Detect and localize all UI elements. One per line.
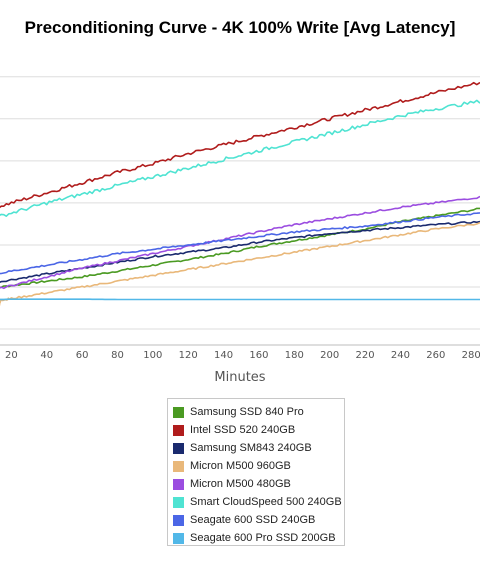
legend-swatch [173, 532, 184, 544]
legend-label: Micron M500 480GB [190, 478, 291, 490]
series-lines [0, 81, 480, 307]
series-line-1 [0, 81, 480, 209]
chart-title: Preconditioning Curve - 4K 100% Write [A… [24, 18, 456, 37]
series-line-7 [0, 298, 480, 301]
x-axis-label: Minutes [214, 370, 266, 385]
legend: Samsung SSD 840 Pro Intel SSD 520 240GB Sa… [167, 398, 345, 546]
x-tick-label: 200 [320, 350, 339, 361]
x-tick-labels: 020406080100120140160180200220240260280 [5, 350, 480, 361]
legend-item: Seagate 600 Pro SSD 200GB [173, 529, 344, 547]
x-tick-label: 160 [249, 350, 268, 361]
legend-label: Micron M500 960GB [190, 460, 291, 472]
x-tick-label: 20 [5, 350, 18, 361]
legend-swatch [173, 424, 184, 436]
legend-swatch [173, 496, 184, 508]
legend-swatch [173, 514, 184, 526]
legend-swatch [173, 442, 184, 454]
series-line-6 [0, 212, 480, 275]
legend-label: Seagate 600 Pro SSD 200GB [190, 532, 336, 544]
legend-label: Samsung SM843 240GB [190, 442, 312, 454]
series-line-5 [0, 99, 480, 217]
legend-label: Intel SSD 520 240GB [190, 424, 296, 436]
legend-label: Seagate 600 SSD 240GB [190, 514, 316, 526]
series-line-0 [0, 207, 480, 289]
legend-swatch [173, 460, 184, 472]
legend-label: Samsung SSD 840 Pro [190, 406, 304, 418]
series-line-2 [0, 220, 480, 283]
x-tick-label: 140 [214, 350, 233, 361]
legend-item: Intel SSD 520 240GB [173, 421, 344, 439]
x-tick-label: 80 [111, 350, 124, 361]
legend-item: Micron M500 960GB [173, 457, 344, 475]
chart-svg: 020406080100120140160180200220240260280 [0, 76, 480, 361]
x-tick-label: 220 [356, 350, 375, 361]
x-tick-label: 240 [391, 350, 410, 361]
x-tick-label: 100 [143, 350, 162, 361]
legend-item: Seagate 600 SSD 240GB [173, 511, 344, 529]
legend-item: Micron M500 480GB [173, 475, 344, 493]
x-tick-label: 60 [76, 350, 89, 361]
legend-item: Samsung SSD 840 Pro [173, 403, 344, 421]
x-tick-label: 280 [462, 350, 480, 361]
legend-label: Smart CloudSpeed 500 240GB [190, 496, 342, 508]
legend-item: Smart CloudSpeed 500 240GB [173, 493, 344, 511]
x-tick-label: 40 [40, 350, 53, 361]
legend-swatch [173, 478, 184, 490]
x-tick-label: 260 [426, 350, 445, 361]
x-tick-label: 180 [285, 350, 304, 361]
x-tick-label: 120 [179, 350, 198, 361]
legend-item: Samsung SM843 240GB [173, 439, 344, 457]
gridlines [0, 76, 480, 346]
legend-swatch [173, 406, 184, 418]
